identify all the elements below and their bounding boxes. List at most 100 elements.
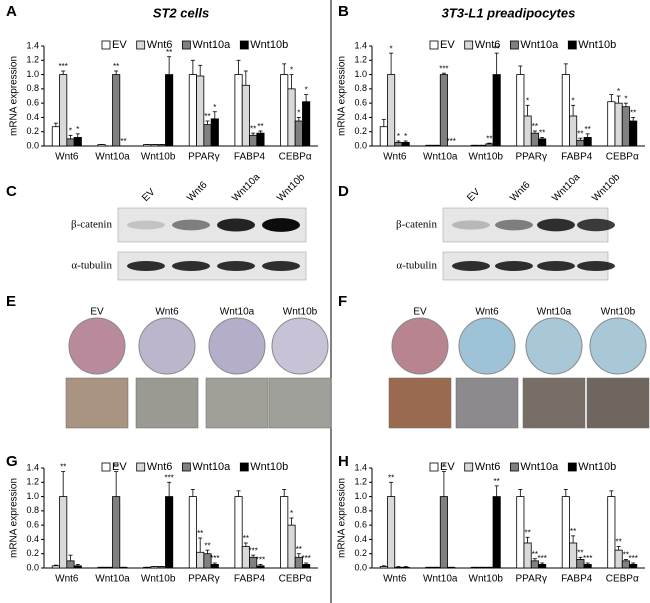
x-tick-label: Wnt6: [55, 152, 79, 163]
error-bar: [631, 562, 636, 565]
significance: *: [297, 109, 300, 118]
error-bar: [532, 558, 537, 561]
bar: [256, 132, 265, 147]
bar: [51, 126, 60, 147]
error-bar: [296, 117, 301, 121]
significance: **: [204, 541, 210, 550]
blot-band: [452, 261, 490, 271]
bar: [394, 142, 403, 147]
error-bar: [236, 59, 241, 75]
bar: [165, 496, 174, 569]
significance: **: [296, 545, 302, 554]
bar: [302, 564, 311, 569]
blot-band: [262, 218, 300, 232]
error-bar: [381, 565, 386, 567]
bar: [538, 138, 547, 147]
panel-letter: G: [6, 453, 18, 470]
significance: ***: [439, 64, 448, 73]
y-tick-label: 0.8: [354, 83, 367, 93]
blot-band: [495, 219, 533, 231]
bar: [241, 84, 250, 147]
error-bar: [198, 64, 203, 76]
legend-label: Wnt6: [147, 461, 173, 473]
significance: **: [113, 62, 119, 71]
bar: [492, 496, 501, 569]
bar: [379, 126, 388, 147]
legend-swatch: [509, 462, 519, 472]
y-tick-label: 0.4: [26, 534, 39, 544]
chart-title: ST2 cells: [153, 5, 209, 20]
x-tick-label: FABP4: [234, 574, 266, 585]
lane-label: EV: [140, 187, 157, 204]
significance: *: [526, 96, 529, 105]
error-bar: [289, 74, 294, 89]
bar: [280, 496, 289, 569]
x-tick-label: Wnt10a: [423, 152, 458, 163]
significance: **: [243, 534, 249, 543]
legend-swatch: [464, 462, 474, 472]
legend-swatch: [101, 40, 111, 50]
significance: ***: [446, 137, 455, 146]
bar: [561, 74, 570, 147]
error-bar: [525, 536, 530, 543]
y-tick-label: 1.0: [26, 491, 39, 501]
legend-swatch: [181, 462, 191, 472]
x-tick-label: CEBPα: [279, 574, 312, 585]
error-bar: [403, 140, 408, 143]
error-bar: [540, 137, 545, 139]
error-bar: [236, 490, 241, 497]
x-tick-label: Wnt6: [55, 574, 79, 585]
row-label: β-catenin: [396, 219, 438, 231]
significance: **: [166, 48, 172, 57]
group-label: EV: [90, 307, 104, 318]
x-tick-label: FABP4: [234, 152, 266, 163]
legend-label: EV: [112, 39, 127, 51]
bar: [249, 134, 258, 147]
bar: [607, 101, 616, 147]
error-bar: [190, 59, 195, 75]
bar: [302, 101, 311, 147]
blot-band: [537, 218, 575, 232]
error-bar: [61, 70, 66, 75]
significance: **: [577, 548, 583, 557]
error-bar: [243, 70, 248, 86]
y-tick-label: 0.0: [26, 140, 39, 150]
bar: [485, 143, 494, 147]
bar: [66, 138, 75, 147]
significance: **: [494, 477, 500, 486]
bar: [287, 524, 296, 569]
error-bar: [609, 490, 614, 497]
y-tick-label: 1.2: [26, 55, 39, 65]
bar: [287, 88, 296, 147]
error-bar: [167, 481, 172, 497]
error-bar: [68, 134, 73, 139]
significance: *: [290, 66, 293, 75]
micrograph: [522, 377, 586, 429]
significance: **: [524, 528, 530, 537]
significance: **: [250, 124, 256, 133]
bar: [256, 565, 265, 569]
legend-swatch: [567, 462, 577, 472]
y-axis-label: mRNA expression: [9, 478, 20, 558]
x-tick-label: Wnt6: [383, 574, 407, 585]
error-bar: [623, 559, 628, 561]
group-label: Wnt10a: [220, 307, 255, 318]
y-tick-label: 1.2: [26, 477, 39, 487]
y-tick-label: 1.4: [354, 40, 367, 50]
lane-label: EV: [465, 187, 482, 204]
significance: **: [532, 122, 538, 131]
bar: [394, 566, 403, 569]
error-bar: [487, 142, 492, 144]
y-tick-label: 0.6: [26, 520, 39, 530]
y-tick-label: 0.0: [354, 140, 367, 150]
bar: [516, 74, 525, 147]
error-bar: [578, 137, 583, 141]
y-tick-label: 1.0: [26, 69, 39, 79]
significance: *: [305, 86, 308, 95]
error-bar: [441, 72, 446, 75]
error-bar: [114, 471, 119, 497]
legend-swatch: [239, 462, 249, 472]
legend-swatch: [567, 40, 577, 50]
significance: *: [404, 132, 407, 141]
